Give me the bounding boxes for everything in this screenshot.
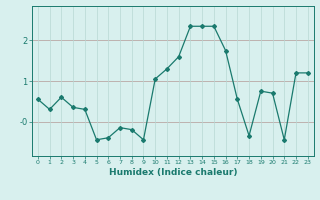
X-axis label: Humidex (Indice chaleur): Humidex (Indice chaleur) <box>108 168 237 177</box>
